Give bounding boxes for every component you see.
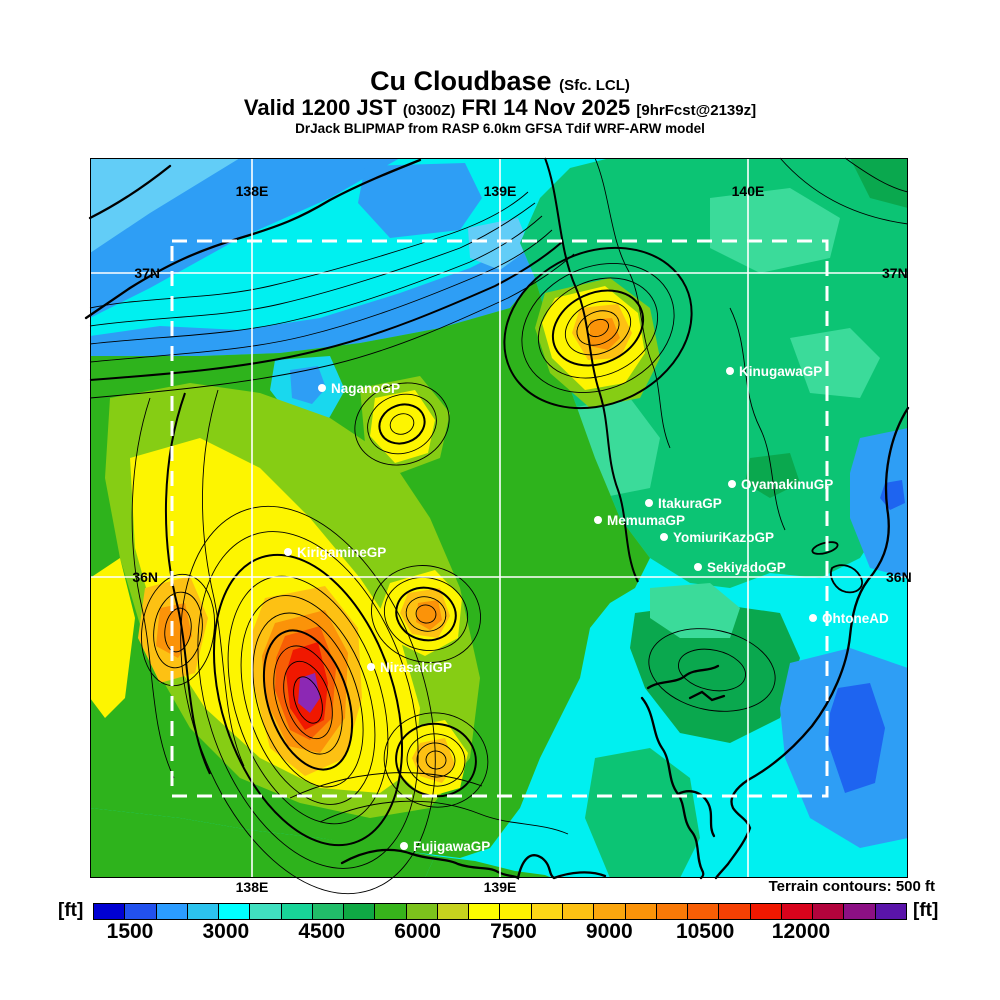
colorbar-tick-label: 12000 — [771, 920, 831, 943]
site-label: KinugawaGP — [739, 364, 822, 379]
colorbar-tick-label: 3000 — [202, 920, 250, 943]
colorbar-segment — [562, 904, 595, 919]
model-line: DrJack BLIPMAP from RASP 6.0km GFSA Tdif… — [295, 120, 705, 136]
valid-zulu: (0300Z) — [402, 102, 456, 120]
colorbar-segment — [500, 904, 532, 919]
colorbar-segment — [688, 904, 720, 919]
colorbar-tick-label: 10500 — [675, 920, 735, 943]
site-markers: NaganoGP KinugawaGP OyamakinuGP ItakuraGP Me… — [284, 364, 889, 854]
colorbar-segment — [312, 904, 345, 919]
site-dot — [400, 842, 408, 850]
page-title: Cu Cloudbase (Sfc. LCL) — [0, 66, 1000, 96]
graticule — [90, 158, 908, 878]
colorbar-tick-label: 9000 — [585, 920, 633, 943]
site-dot — [645, 499, 653, 507]
site-label: YomiuriKazoGP — [673, 530, 774, 545]
coastlines — [84, 158, 910, 880]
colorbar-tick-label: 4500 — [298, 920, 346, 943]
grid-labels: 138E 139E 140E 37N 37N 36N 36N — [132, 183, 911, 585]
valid-fcst: [9hrFcst@2139z] — [636, 102, 757, 120]
terrain-contours — [89, 157, 909, 895]
bottom-lon-label: 138E — [235, 879, 269, 895]
colorbar-segment — [250, 904, 282, 919]
colorbar-segment — [719, 904, 751, 919]
grid-label: 37N — [882, 265, 908, 281]
site-dot — [594, 516, 602, 524]
cloudbase-fill-field — [90, 158, 908, 878]
colorbar-segment — [375, 904, 407, 919]
colorbar-tick-label: 7500 — [490, 920, 537, 943]
colorbar-segment — [875, 904, 906, 919]
colorbar-segment — [844, 904, 876, 919]
header: Cu Cloudbase (Sfc. LCL) Valid 1200 JST (… — [0, 66, 1000, 136]
map-border — [90, 158, 908, 878]
title-main: Cu Cloudbase — [370, 66, 552, 96]
valid-time-line: Valid 1200 JST (0300Z) FRI 14 Nov 2025 [… — [0, 95, 1000, 121]
colorbar-segment — [437, 904, 470, 919]
colorbar-tick-labels: 1500 3000 4500 6000 7500 9000 10500 12000 — [0, 920, 1000, 948]
site-label: NirasakiGP — [380, 660, 452, 675]
site-label: OhtoneAD — [822, 611, 889, 626]
nested-domain-box — [170, 239, 829, 798]
colorbar-segment — [813, 904, 845, 919]
colorbar-tick-label: 1500 — [106, 920, 154, 943]
colorbar-segment — [469, 904, 501, 919]
site-label: OyamakinuGP — [741, 477, 833, 492]
bottom-lon-label: 139E — [483, 879, 517, 895]
site-dot — [728, 480, 736, 488]
grid-label: 36N — [132, 569, 158, 585]
grid-label: 140E — [732, 183, 765, 199]
grid-label: 37N — [134, 265, 160, 281]
colorbar-segment — [94, 904, 126, 919]
grid-label: 36N — [886, 569, 912, 585]
site-dot — [284, 548, 292, 556]
site-label: NaganoGP — [331, 381, 400, 396]
colorbar-segment — [156, 904, 188, 919]
site-dot — [809, 614, 817, 622]
colorbar-unit-left: [ft] — [58, 900, 84, 921]
colorbar-segment — [281, 904, 313, 919]
colorbar-segment — [125, 904, 157, 919]
grid-label: 139E — [484, 183, 517, 199]
site-label: SekiyadoGP — [707, 560, 786, 575]
site-dot — [318, 384, 326, 392]
valid-date: FRI 14 Nov 2025 — [461, 95, 631, 121]
terrain-contours-note: Terrain contours: 500 ft — [768, 878, 935, 895]
site-dot — [367, 663, 375, 671]
colorbar-segment — [781, 904, 814, 919]
grid-label: 138E — [236, 183, 269, 199]
colorbar-segment — [187, 904, 220, 919]
forecast-map: 138E 139E 140E 37N 37N 36N 36N NaganoGP Kinugaw… — [84, 157, 912, 895]
colorbar-segment — [531, 904, 563, 919]
colorbar-segment — [750, 904, 782, 919]
site-label: FujigawaGP — [413, 839, 490, 854]
colorbar-segment — [656, 904, 689, 919]
map-canvas: 138E 139E 140E 37N 37N 36N 36N NaganoGP Kinugaw… — [84, 157, 912, 895]
colorbar-segment — [594, 904, 626, 919]
colorbar-segment — [344, 904, 376, 919]
site-label: MemumaGP — [607, 513, 685, 528]
site-dot — [694, 563, 702, 571]
colorbar-tick-label: 6000 — [394, 920, 441, 943]
site-dot — [660, 533, 668, 541]
colorbar — [93, 903, 907, 920]
title-suffix: (Sfc. LCL) — [559, 77, 630, 94]
valid-label: Valid 1200 JST — [243, 95, 397, 121]
site-label: ItakuraGP — [658, 496, 722, 511]
site-label: KirigamineGP — [297, 545, 386, 560]
colorbar-segment — [406, 904, 438, 919]
site-dot — [726, 367, 734, 375]
colorbar-segment — [625, 904, 657, 919]
colorbar-segment — [219, 904, 251, 919]
colorbar-unit-right: [ft] — [913, 900, 939, 921]
